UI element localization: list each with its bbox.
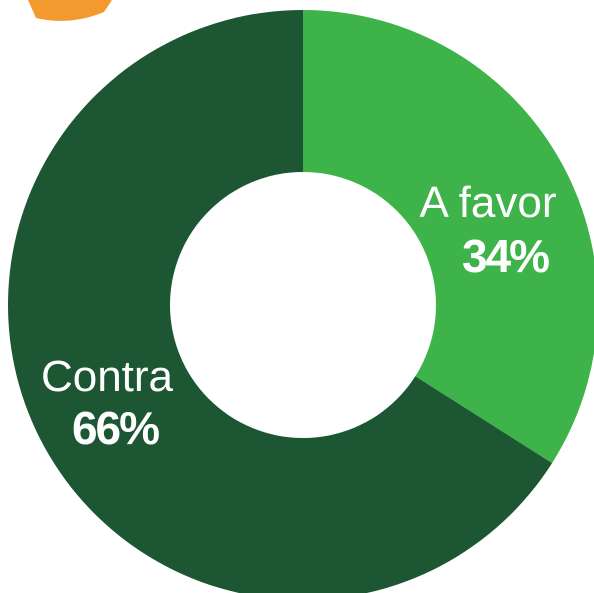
slice-label-a-favor: A favor <box>420 178 557 227</box>
slice-value-a-favor: 34% <box>462 230 549 282</box>
donut-hole <box>170 172 436 438</box>
orange-banner-decoration <box>28 0 112 21</box>
slice-label-contra: Contra <box>41 352 174 401</box>
slice-value-contra: 66% <box>72 402 159 454</box>
